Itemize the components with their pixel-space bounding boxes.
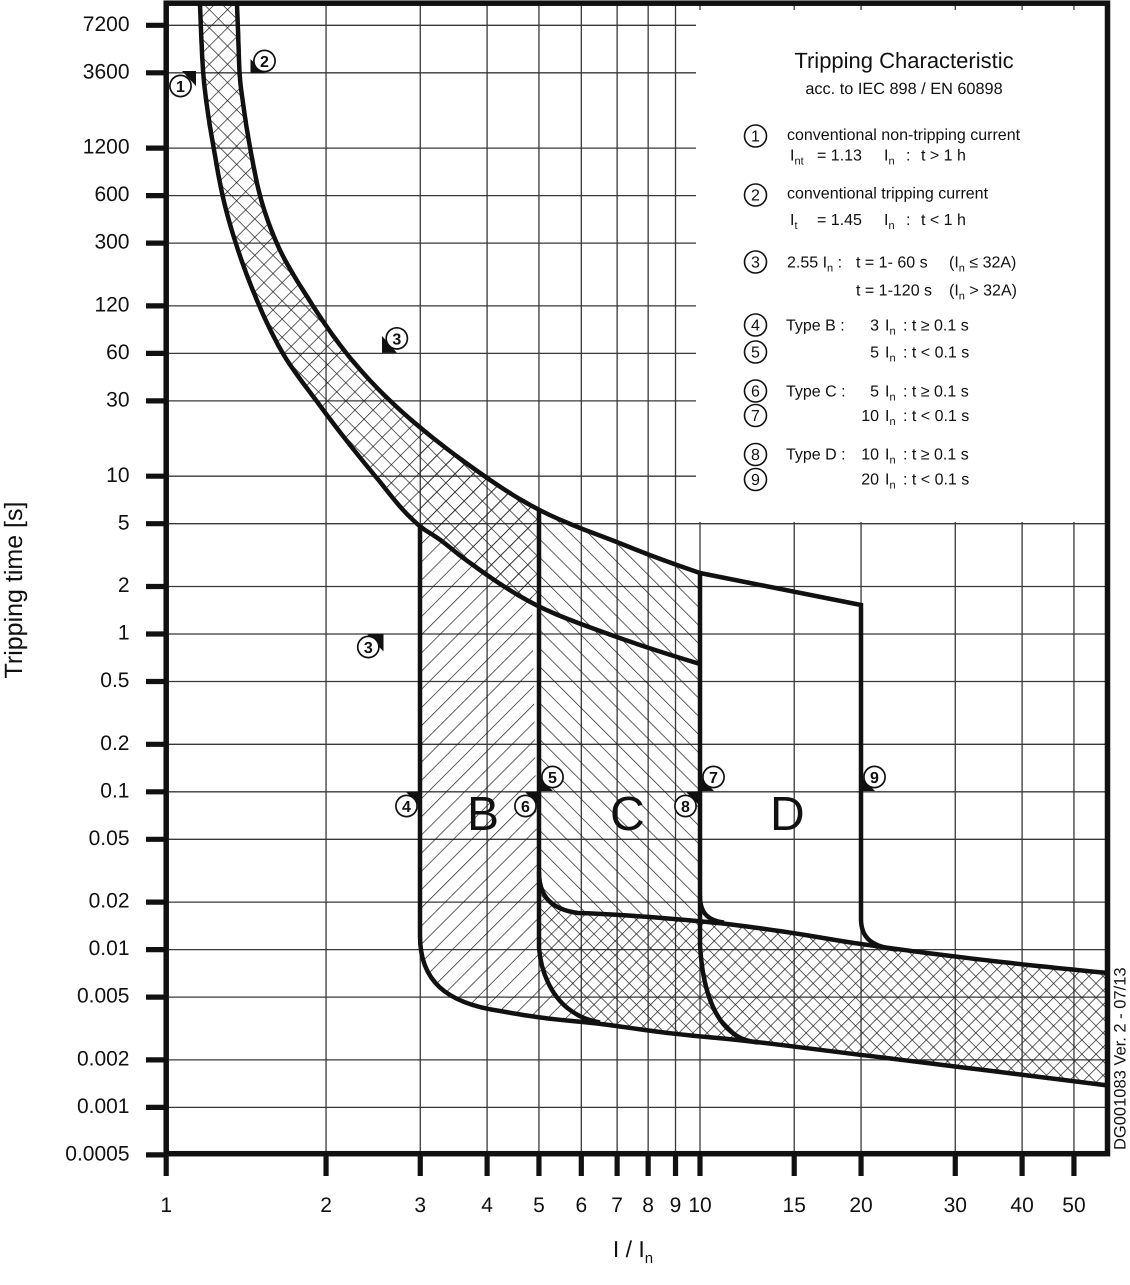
svg-text:9: 9 <box>751 472 760 489</box>
svg-text:In​: In​ <box>885 408 896 428</box>
svg-text:t = 1- 60 s: t = 1- 60 s <box>856 255 928 272</box>
svg-text:8: 8 <box>751 447 760 464</box>
svg-text:0.001: 0.001 <box>77 1095 130 1118</box>
svg-text:3: 3 <box>414 1194 426 1217</box>
svg-text:: t < 0.1 s: : t < 0.1 s <box>903 408 969 425</box>
svg-text:2: 2 <box>118 574 130 597</box>
svg-text:In​: In​ <box>885 318 896 338</box>
svg-text:6: 6 <box>751 384 760 401</box>
svg-text:4: 4 <box>402 799 411 816</box>
svg-text:30: 30 <box>944 1194 967 1217</box>
svg-text:= 1.13: = 1.13 <box>817 148 862 165</box>
svg-text:7: 7 <box>709 770 718 787</box>
svg-text:C: C <box>610 788 645 841</box>
svg-text:= 1.45: = 1.45 <box>817 212 862 229</box>
svg-text:2: 2 <box>320 1194 332 1217</box>
svg-text:60: 60 <box>106 341 129 364</box>
svg-text:5: 5 <box>870 384 879 401</box>
svg-text:t < 1 h: t < 1 h <box>921 212 966 229</box>
svg-text:acc. to IEC 898 / EN 60898: acc. to IEC 898 / EN 60898 <box>805 80 1002 98</box>
svg-text:0.02: 0.02 <box>89 890 130 913</box>
svg-text:5: 5 <box>548 770 557 787</box>
svg-text:20: 20 <box>849 1194 872 1217</box>
svg-text:8: 8 <box>642 1194 654 1217</box>
svg-text:Tripping time [s]: Tripping time [s] <box>0 502 28 679</box>
svg-text:It​: It​ <box>790 212 798 232</box>
svg-text:conventional tripping current: conventional tripping current <box>787 186 989 203</box>
svg-text:In​: In​ <box>885 447 896 467</box>
svg-text:300: 300 <box>94 231 129 254</box>
svg-text:8: 8 <box>681 799 690 816</box>
svg-text:(In​ > 32A): (In​ > 32A) <box>949 283 1017 303</box>
svg-text:3: 3 <box>751 255 760 272</box>
svg-text:7200: 7200 <box>83 13 130 36</box>
svg-text:3: 3 <box>392 331 401 348</box>
svg-text:0.005: 0.005 <box>77 985 130 1008</box>
svg-text:4: 4 <box>751 318 760 335</box>
svg-text:0.002: 0.002 <box>77 1048 130 1071</box>
svg-text:5: 5 <box>118 511 130 534</box>
svg-text:: t < 0.1 s: : t < 0.1 s <box>903 472 969 489</box>
svg-text:10: 10 <box>106 464 129 487</box>
svg-text:DG001083 Ver. 2 - 07/13: DG001083 Ver. 2 - 07/13 <box>1112 967 1130 1150</box>
svg-text:Tripping Characteristic: Tripping Characteristic <box>794 48 1013 73</box>
svg-text:In​: In​ <box>884 148 895 168</box>
svg-text::: : <box>906 148 910 165</box>
svg-text:6: 6 <box>575 1194 587 1217</box>
svg-text:Type C :: Type C : <box>786 384 846 401</box>
svg-text:600: 600 <box>94 183 129 206</box>
svg-text:: t ≥ 0.1 s: : t ≥ 0.1 s <box>903 318 969 335</box>
svg-text:1200: 1200 <box>83 136 130 159</box>
svg-text:2: 2 <box>751 188 760 205</box>
svg-text:40: 40 <box>1010 1194 1033 1217</box>
svg-text:: t < 0.1 s: : t < 0.1 s <box>903 345 969 362</box>
svg-text:10: 10 <box>688 1194 711 1217</box>
svg-text:conventional non-tripping curr: conventional non-tripping current <box>787 127 1021 144</box>
svg-text::: : <box>906 212 910 229</box>
svg-text:2: 2 <box>260 54 269 71</box>
svg-text:120: 120 <box>94 294 129 317</box>
svg-text:0.5: 0.5 <box>100 669 129 692</box>
svg-text:30: 30 <box>106 389 129 412</box>
svg-text:1: 1 <box>751 129 760 146</box>
svg-text:5: 5 <box>751 345 760 362</box>
svg-text:7: 7 <box>611 1194 623 1217</box>
svg-text:1: 1 <box>118 622 130 645</box>
svg-text:3600: 3600 <box>83 60 130 83</box>
svg-text:0.2: 0.2 <box>100 732 129 755</box>
svg-text:10: 10 <box>861 447 879 464</box>
svg-text:15: 15 <box>783 1194 806 1217</box>
svg-text:(In​ ≤ 32A): (In​ ≤ 32A) <box>949 255 1016 275</box>
svg-text:5: 5 <box>533 1194 545 1217</box>
svg-text:t = 1-120 s: t = 1-120 s <box>856 283 932 300</box>
svg-text:3: 3 <box>364 640 373 657</box>
svg-text:1: 1 <box>176 79 185 96</box>
svg-text:0.01: 0.01 <box>89 937 130 960</box>
svg-text:Type D :: Type D : <box>786 447 846 464</box>
svg-text:7: 7 <box>751 408 760 425</box>
svg-text:In​: In​ <box>884 212 895 232</box>
svg-text:In​: In​ <box>885 472 896 492</box>
svg-text:t > 1 h: t > 1 h <box>921 148 966 165</box>
svg-text:0.0005: 0.0005 <box>65 1143 129 1166</box>
svg-text:In​: In​ <box>885 384 896 404</box>
svg-text:50: 50 <box>1062 1194 1085 1217</box>
svg-text:10: 10 <box>861 408 879 425</box>
svg-text:1: 1 <box>160 1194 172 1217</box>
svg-text:Type B :: Type B : <box>786 318 845 335</box>
svg-text:0.05: 0.05 <box>89 827 130 850</box>
svg-text:4: 4 <box>481 1194 493 1217</box>
svg-text:0.1: 0.1 <box>100 779 129 802</box>
svg-text:6: 6 <box>521 799 530 816</box>
svg-text:In​: In​ <box>885 345 896 365</box>
svg-text:D: D <box>770 788 805 841</box>
svg-text:9: 9 <box>670 1194 682 1217</box>
svg-text:20: 20 <box>861 472 879 489</box>
svg-text:: t ≥ 0.1 s: : t ≥ 0.1 s <box>903 384 969 401</box>
svg-text:3: 3 <box>870 318 879 335</box>
svg-text:9: 9 <box>870 770 879 787</box>
svg-text:5: 5 <box>870 345 879 362</box>
svg-text:B: B <box>467 788 499 841</box>
svg-text:: t ≥ 0.1 s: : t ≥ 0.1 s <box>903 447 969 464</box>
